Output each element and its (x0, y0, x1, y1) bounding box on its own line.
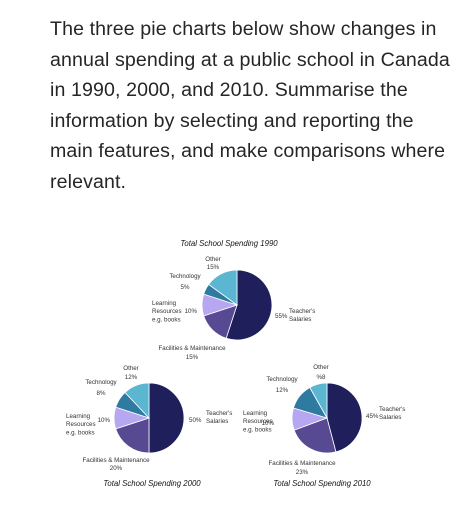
slice-label-learning-resources: Learning Resources e.g. books (152, 300, 182, 323)
pie-chart-2010: Total School Spending 2010 Teacher's Salar… (243, 364, 405, 488)
slice-label-learning-resources: Learning Resources e.g. books (66, 413, 96, 436)
slice-value-learning-resources: 10% (98, 417, 111, 424)
slice-label-teachers-salaries: Teacher's Salaries (206, 410, 232, 425)
task-prompt: The three pie charts below show changes … (50, 18, 450, 193)
slice-value-technology: 12% (276, 387, 289, 394)
slice-label-technology: Technology (266, 376, 298, 383)
slice-value-teachers-salaries: 50% (189, 417, 202, 424)
pie-chart-1990: Total School Spending 1990 Teacher's Salar… (152, 239, 315, 361)
slice-label-technology: Technology (169, 273, 201, 280)
pie-chart-2000: Total School Spending 2000 Teacher's Salar… (66, 365, 232, 488)
slice-value-other: %8 (317, 374, 327, 381)
slice-label-other: Other (123, 365, 138, 372)
chart-title: Total School Spending 1990 (180, 239, 278, 248)
slice-value-facilities-maintenance: 15% (186, 354, 199, 361)
pie-slice-other (309, 382, 328, 420)
slice-value-facilities-maintenance: 20% (110, 465, 123, 472)
slice-label-teachers-salaries: Teacher's Salaries (289, 308, 315, 323)
pie-slice-teachers-salaries (225, 269, 273, 341)
pie-slice-other (124, 382, 150, 420)
slice-label-facilities-maintenance: Facilities & Maintenance (82, 457, 150, 464)
slice-label-learning-resources: Learning Resources e.g. books (243, 410, 273, 433)
slice-value-technology: 5% (181, 284, 190, 291)
slice-label-other: Other (205, 256, 220, 263)
slice-value-learning-resources: 10% (185, 308, 198, 315)
slice-value-other: 15% (207, 264, 220, 271)
slice-value-technology: 8% (97, 390, 106, 397)
slice-label-facilities-maintenance: Facilities & Maintenance (158, 345, 226, 352)
pie-slice-teachers-salaries (148, 382, 185, 454)
chart-title: Total School Spending 2000 (103, 479, 201, 488)
slice-value-learning-resources: 10% (262, 420, 275, 427)
pie-slice-teachers-salaries (326, 382, 363, 453)
pie-slice-facilities-maintenance (293, 417, 337, 454)
pie-slice-facilities-maintenance (115, 417, 150, 454)
chart-title: Total School Spending 2010 (273, 479, 371, 488)
slice-value-facilities-maintenance: 23% (296, 469, 309, 476)
slice-value-other: 12% (125, 374, 138, 381)
slice-label-technology: Technology (85, 379, 117, 386)
slice-label-teachers-salaries: Teacher's Salaries (379, 406, 405, 421)
slice-label-other: Other (313, 364, 328, 371)
slice-value-teachers-salaries: 55% (275, 313, 288, 320)
pie-slice-other (208, 269, 238, 306)
slice-value-teachers-salaries: 45% (366, 413, 379, 420)
slice-label-facilities-maintenance: Facilities & Maintenance (268, 460, 336, 467)
